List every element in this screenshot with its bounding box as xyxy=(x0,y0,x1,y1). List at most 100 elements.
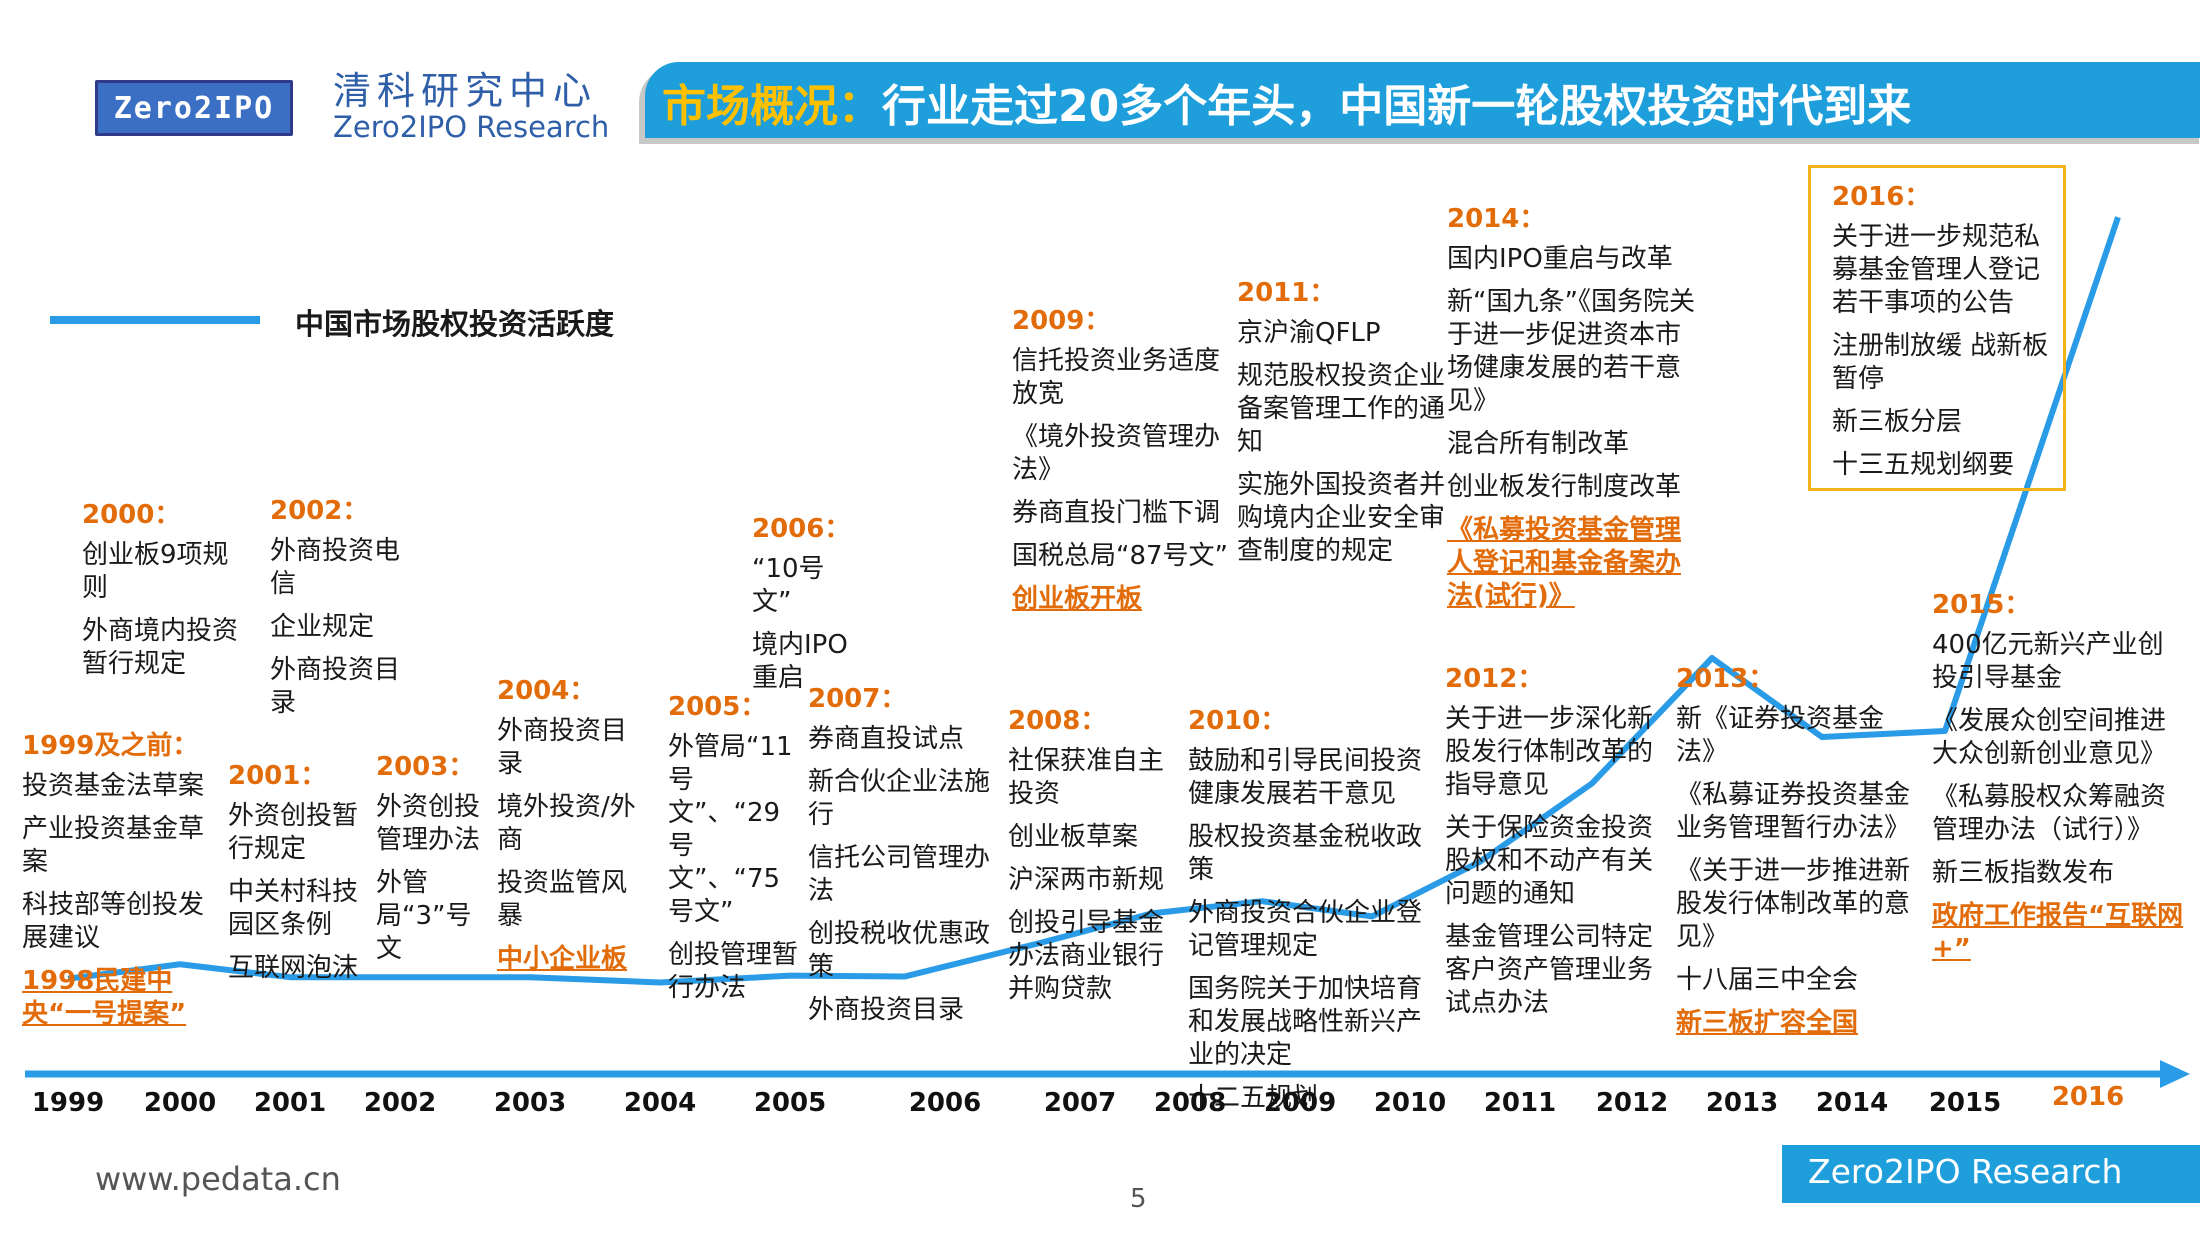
annotation-event: 新三板指数发布 xyxy=(1932,858,2115,888)
annotation-event: 互联网泡沫 xyxy=(228,953,359,983)
x-tick-label: 2011 xyxy=(1483,1088,1557,1118)
annotation-event: 外资创投暂行规定 xyxy=(228,801,359,864)
annotation-event: 《境外投资管理办法》 xyxy=(1012,422,1221,485)
annotation-event: 创投税收优惠政策 xyxy=(808,919,991,982)
annotation-event: 十八届三中全会 xyxy=(1676,965,1859,995)
annotation-event: 关于保险资金投资股权和不动产有关问题的通知 xyxy=(1445,813,1654,909)
annotation-event: 外管局“11号文”、“29号文”、“75号文” xyxy=(668,732,793,927)
annotation-2005: 2005： 外管局“11号文”、“29号文”、“75号文” 创投管理暂行办法 xyxy=(668,686,798,1015)
x-tick-label: 2015 xyxy=(1928,1088,2002,1118)
x-tick-label: 2009 xyxy=(1263,1088,1337,1118)
annotation-event: 400亿元新兴产业创投引导基金 xyxy=(1932,630,2164,693)
x-tick-label: 2002 xyxy=(363,1088,437,1118)
annotation-event: 外商投资目录 xyxy=(270,655,401,718)
annotation-2010: 2010： 鼓励和引导民间投资健康发展若干意见 股权投资基金税收政策 外商投资合伙企业… xyxy=(1188,700,1438,1125)
annotation-event: 国税总局“87号文” xyxy=(1012,541,1229,571)
x-tick-label: 2012 xyxy=(1595,1088,1669,1118)
legend-line-swatch xyxy=(50,316,260,324)
annotation-year: 2013： xyxy=(1676,664,1775,694)
annotation-year: 2010： xyxy=(1188,706,1287,736)
footer-bar xyxy=(1782,1145,2200,1203)
annotation-event: 创业板发行制度改革 xyxy=(1447,472,1682,502)
annotation-event: 新三板分层 xyxy=(1832,407,1963,437)
footer-url: www.pedata.cn xyxy=(95,1160,341,1198)
slide-title: 市场概况：行业走过20多个年头，中国新一轮股权投资时代到来 xyxy=(662,70,1911,134)
annotation-2003: 2003： 外资创投管理办法 外管局“3”号文 xyxy=(376,746,494,976)
annotation-event: 国内IPO重启与改革 xyxy=(1447,244,1673,274)
annotation-event: 新合伙企业法施行 xyxy=(808,767,991,830)
annotation-2001: 2001： 外资创投暂行规定 中关村科技园区条例 互联网泡沫 xyxy=(228,755,378,995)
annotation-year: 2011： xyxy=(1237,278,1336,308)
x-tick-label: 2010 xyxy=(1373,1088,1447,1118)
annotation-year: 2008： xyxy=(1008,706,1107,736)
annotation-year: 2006： xyxy=(752,514,851,544)
annotation-2006: 2006： “10号文” 境内IPO重启 xyxy=(752,508,860,705)
annotation-year: 2007： xyxy=(808,684,907,714)
title-accent: 市场概况： xyxy=(662,81,882,132)
annotation-event: 券商直投门槛下调 xyxy=(1012,498,1221,528)
annotation-event: 境外投资/外商 xyxy=(497,792,636,855)
annotation-event: 券商直投试点 xyxy=(808,724,965,754)
annotation-2011: 2011： 京沪渝QFLP 规范股权投资企业备案管理工作的通知 实施外国投资者并购境内… xyxy=(1237,272,1455,578)
logo-text: Zero2IPO xyxy=(113,90,275,126)
x-tick-label: 2006 xyxy=(908,1088,982,1118)
x-tick-label: 2008 xyxy=(1153,1088,1227,1118)
annotation-event: 关于进一步深化新股发行体制改革的指导意见 xyxy=(1445,704,1654,800)
annotation-highlight: 政府工作报告“互联网+” xyxy=(1932,901,2184,964)
annotation-event: 信托公司管理办法 xyxy=(808,843,991,906)
annotation-event: 外商投资目录 xyxy=(808,995,965,1025)
annotation-event: 外商投资目录 xyxy=(497,716,628,779)
annotation-event: 实施外国投资者并购境内企业安全审查制度的规定 xyxy=(1237,470,1446,566)
annotation-year: 2009： xyxy=(1012,306,1111,336)
annotation-highlight: 中小企业板 xyxy=(497,944,628,974)
annotation-event: 外资创投管理办法 xyxy=(376,792,481,855)
annotation-highlight: 1998民建中央“一号提案” xyxy=(22,966,187,1029)
annotation-event: 《发展众创空间推进大众创新创业意见》 xyxy=(1932,706,2167,769)
title-bar xyxy=(645,62,2200,138)
annotation-2002: 2002： 外商投资电信 企业规定 外商投资目录 xyxy=(270,490,400,730)
annotation-event: 国务院关于加快培育和发展战略性新兴产业的决定 xyxy=(1188,974,1423,1070)
annotation-event: 十二五规划 xyxy=(1188,1083,1319,1113)
annotation-event: 《私募证券投资基金业务管理暂行办法》 xyxy=(1676,780,1911,843)
annotation-event: 京沪渝QFLP xyxy=(1237,318,1381,348)
annotation-event: 基金管理公司特定客户资产管理业务试点办法 xyxy=(1445,922,1654,1018)
annotation-2014: 2014： 国内IPO重启与改革新“国九条”《国务院关于进一步促进资本市场健康发展… xyxy=(1447,198,1702,623)
x-tick-label: 2016 xyxy=(2051,1082,2125,1112)
org-name-cn: 清科研究中心 xyxy=(333,69,598,113)
annotation-event: 关于进一步规范私募基金管理人登记若干事项的公告 xyxy=(1832,222,2041,318)
annotation-event: 外商投资电信 xyxy=(270,536,401,599)
x-tick-label: 2005 xyxy=(753,1088,827,1118)
x-tick-label: 2007 xyxy=(1043,1088,1117,1118)
annotation-event: 股权投资基金税收政策 xyxy=(1188,822,1423,885)
annotation-event: 企业规定 xyxy=(270,612,375,642)
annotation-2000: 2000： 创业板9项规则 外商境内投资暂行规定 xyxy=(82,494,250,691)
page-number: 5 xyxy=(1130,1184,1147,1214)
annotation-2013: 2013： 新《证券投资基金法》 《私募证券投资基金业务管理暂行办法》 《关于进一步推… xyxy=(1676,658,1921,1050)
x-tick-label: 2014 xyxy=(1815,1088,1889,1118)
annotation-event: 《私募股权众筹融资管理办法（试行）》 xyxy=(1932,782,2167,845)
annotation-1999: 1999及之前： 投资基金法草案 产业投资基金草案 科技部等创投发展建议 1998民建中… xyxy=(22,725,227,1041)
annotation-year: 2015： xyxy=(1932,590,2031,620)
annotation-event: 境内IPO重启 xyxy=(752,630,848,693)
annotation-2012: 2012： 关于进一步深化新股发行体制改革的指导意见 关于保险资金投资股权和不动产有… xyxy=(1445,658,1675,1030)
title-main: 行业走过20多个年头，中国新一轮股权投资时代到来 xyxy=(882,81,1912,132)
time-axis-arrow-icon xyxy=(2160,1060,2190,1088)
annotation-year: 2004： xyxy=(497,676,596,706)
annotation-year: 2014： xyxy=(1447,204,1546,234)
x-tick-label: 1999 xyxy=(31,1088,105,1118)
annotation-event: 《关于进一步推进新股发行体制改革的意见》 xyxy=(1676,856,1911,952)
annotation-2007: 2007： 券商直投试点新合伙企业法施行 信托公司管理办法 创投税收优惠政策外商投资目… xyxy=(808,678,1003,1037)
series-line-activity xyxy=(67,216,2121,986)
annotation-highlight: 《私募投资基金管理人登记和基金备案办法(试行)》 xyxy=(1447,515,1682,611)
annotation-highlight: 新三板扩容全国 xyxy=(1676,1008,1859,1038)
zero2ipo-logo: Zero2IPO xyxy=(95,80,293,136)
annotation-event: 产业投资基金草案 xyxy=(22,814,205,877)
annotation-event: 社保获准自主投资 xyxy=(1008,746,1165,809)
annotation-event: 外管局“3”号文 xyxy=(376,868,472,964)
org-name-en: Zero2IPO Research xyxy=(333,110,610,144)
annotation-event: 新“国九条”《国务院关于进一步促进资本市场健康发展的若干意见》 xyxy=(1447,287,1695,416)
annotation-event: 投资监管风暴 xyxy=(497,868,628,931)
annotation-event: 外商境内投资暂行规定 xyxy=(82,616,239,679)
annotation-year: 2005： xyxy=(668,692,767,722)
